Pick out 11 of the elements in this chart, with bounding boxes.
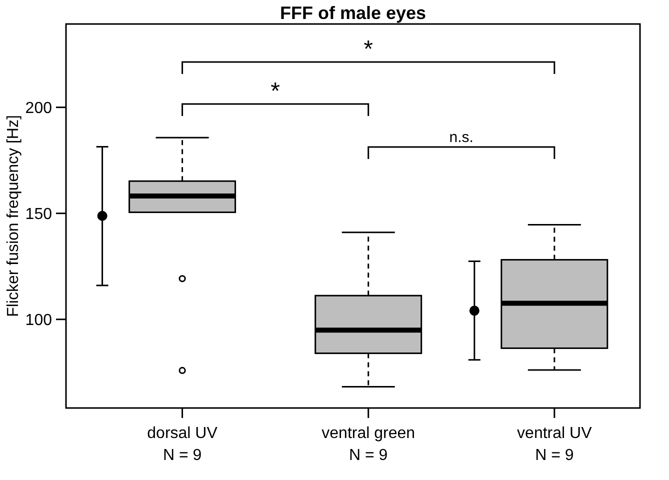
x-tick-label: ventral UV N = 9 — [517, 425, 592, 464]
x-tick-label: dorsal UV N = 9 — [147, 425, 218, 464]
y-tick-label: 100 — [25, 312, 52, 329]
y-tick-label: 150 — [25, 206, 52, 223]
annotation: n.s. — [449, 129, 474, 146]
annotation: * — [270, 78, 280, 105]
y-axis-title: Flicker fusion frequency [Hz] — [5, 115, 22, 317]
annotation: * — [364, 36, 374, 63]
chart-title: FFF of male eyes — [280, 3, 426, 23]
y-tick-label: 200 — [25, 100, 52, 117]
x-tick-label: ventral green N = 9 — [322, 425, 416, 464]
